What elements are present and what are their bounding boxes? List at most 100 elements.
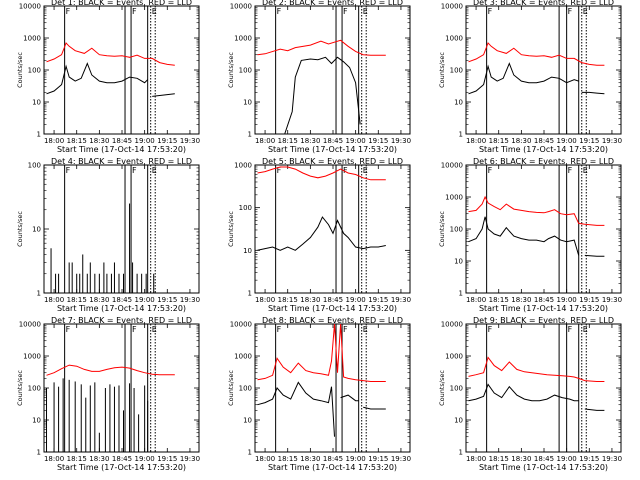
x-axis-label: Start Time (17-Oct-14 17:53:20) — [268, 463, 397, 472]
x-axis-label: Start Time (17-Oct-14 17:53:20) — [57, 463, 186, 472]
y-tick-label: 1000 — [445, 353, 463, 361]
event-marker-label: F — [132, 166, 137, 175]
x-tick-label: 18:45 — [323, 137, 343, 145]
x-tick-label: 18:30 — [89, 296, 109, 304]
x-tick-label: 19:15 — [368, 455, 388, 463]
event-marker-label: F — [343, 325, 348, 334]
events-series-line — [468, 383, 579, 402]
event-marker-label: F — [343, 166, 348, 175]
y-axis-label: Counts/sec — [438, 211, 446, 247]
chart-title: Det 8: BLACK = Events, RED = LLD — [262, 316, 403, 325]
y-tick-label: 1 — [248, 290, 252, 298]
x-tick-label: 19:30 — [602, 296, 622, 304]
x-tick-label: 18:45 — [323, 455, 343, 463]
y-tick-label: 100 — [450, 226, 463, 234]
chart-panel-3: 18:00 18:15 18:30 18:45 19:00 19:15 19:30 1 10 10… — [438, 0, 622, 154]
lld-series-line — [468, 356, 605, 382]
x-axis-label: Start Time (17-Oct-14 17:53:20) — [479, 145, 608, 154]
event-marker-label: F — [568, 325, 573, 334]
y-tick-label: 1 — [459, 449, 463, 457]
x-tick-label: 19:00 — [135, 296, 155, 304]
y-tick-label: 10000 — [441, 321, 463, 329]
chart-panel-8: 18:00 18:15 18:30 18:45 19:00 19:15 19:30 1 10 10… — [227, 316, 411, 472]
x-tick-label: 18:45 — [534, 455, 554, 463]
y-axis-label: Counts/sec — [16, 370, 24, 406]
y-tick-label: 1000 — [445, 35, 463, 43]
events-series-line — [340, 394, 359, 402]
event-marker-label: E — [583, 7, 588, 16]
x-tick-label: 18:00 — [466, 455, 486, 463]
event-marker-label: F — [66, 166, 71, 175]
event-marker-label: F — [277, 325, 282, 334]
y-tick-label: 1 — [459, 131, 463, 139]
plot-frame — [254, 164, 411, 294]
x-tick-label: 19:30 — [391, 137, 411, 145]
x-tick-label: 18:15 — [489, 296, 509, 304]
y-axis-label: Counts/sec — [227, 370, 235, 406]
y-tick-label: 10 — [32, 226, 41, 234]
y-tick-label: 1000 — [445, 194, 463, 202]
chart-title: Det 6: BLACK = Events, RED = LLD — [473, 157, 614, 166]
y-tick-label: 1 — [37, 449, 41, 457]
event-marker-label: F — [343, 7, 348, 16]
x-tick-label: 18:30 — [300, 455, 320, 463]
y-tick-label: 1000 — [234, 35, 252, 43]
event-marker-label: E — [363, 166, 368, 175]
x-tick-label: 19:00 — [346, 455, 366, 463]
x-tick-label: 18:00 — [255, 137, 275, 145]
x-tick-label: 19:30 — [602, 137, 622, 145]
y-tick-label: 1000 — [234, 353, 252, 361]
event-marker-label: F — [488, 325, 493, 334]
x-tick-label: 19:15 — [157, 296, 177, 304]
y-tick-label: 10000 — [230, 3, 252, 11]
x-axis-label: Start Time (17-Oct-14 17:53:20) — [479, 304, 608, 313]
event-marker-label: F — [132, 325, 137, 334]
y-tick-label: 10 — [243, 99, 252, 107]
chart-title: Det 3: BLACK = Events, RED = LLD — [473, 0, 614, 7]
event-marker-label: F — [568, 7, 573, 16]
y-tick-label: 1 — [37, 290, 41, 298]
x-tick-label: 19:00 — [557, 455, 577, 463]
event-marker-label: E — [152, 166, 157, 175]
y-tick-label: 100 — [239, 385, 252, 393]
chart-title: Det 2: BLACK = Events, RED = LLD — [262, 0, 403, 7]
x-tick-label: 18:15 — [489, 137, 509, 145]
chart-title: Det 4: BLACK = Events, RED = LLD — [51, 157, 192, 166]
x-tick-label: 18:15 — [67, 137, 87, 145]
x-tick-label: 18:30 — [511, 455, 531, 463]
x-axis-label: Start Time (17-Oct-14 17:53:20) — [57, 145, 186, 154]
x-tick-label: 18:45 — [534, 137, 554, 145]
y-tick-label: 1000 — [23, 35, 41, 43]
events-series-line — [581, 91, 605, 95]
x-tick-label: 19:00 — [135, 455, 155, 463]
x-tick-label: 18:45 — [112, 296, 132, 304]
event-marker-label: F — [488, 7, 493, 16]
y-tick-label: 10 — [243, 417, 252, 425]
x-tick-label: 18:30 — [89, 455, 109, 463]
y-tick-label: 1000 — [234, 162, 252, 170]
x-tick-label: 19:00 — [346, 137, 366, 145]
x-tick-label: 18:00 — [44, 455, 64, 463]
y-tick-label: 10 — [454, 99, 463, 107]
x-tick-label: 19:30 — [180, 296, 200, 304]
x-tick-label: 18:15 — [67, 455, 87, 463]
x-tick-label: 18:15 — [278, 296, 298, 304]
x-tick-label: 18:45 — [323, 296, 343, 304]
x-tick-label: 18:15 — [67, 296, 87, 304]
y-tick-label: 10 — [243, 247, 252, 255]
x-tick-label: 19:15 — [579, 296, 599, 304]
y-axis-label: Counts/sec — [16, 52, 24, 88]
y-tick-label: 100 — [28, 385, 41, 393]
lld-series-line — [257, 166, 386, 181]
y-tick-label: 100 — [450, 67, 463, 75]
y-tick-label: 10000 — [19, 321, 41, 329]
lld-series-line — [257, 39, 386, 56]
chart-title: Det 5: BLACK = Events, RED = LLD — [262, 157, 403, 166]
x-tick-label: 18:45 — [112, 455, 132, 463]
x-tick-label: 19:15 — [579, 137, 599, 145]
lld-series-line — [46, 364, 175, 376]
x-tick-label: 19:00 — [346, 296, 366, 304]
y-axis-label: Counts/sec — [16, 211, 24, 247]
x-tick-label: 19:15 — [157, 455, 177, 463]
x-tick-label: 18:15 — [278, 455, 298, 463]
